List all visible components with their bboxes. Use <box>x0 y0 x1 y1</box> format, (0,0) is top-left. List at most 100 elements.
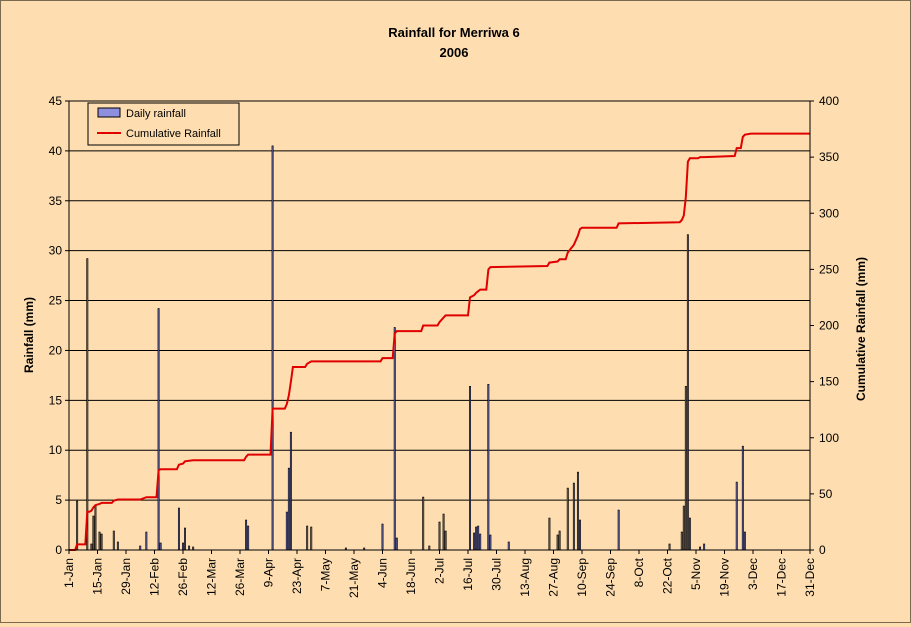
x-tick-label: 1-Jan <box>62 558 76 588</box>
x-tick-label: 30-Jul <box>490 558 504 591</box>
rainfall-bar <box>444 530 447 551</box>
rainfall-bar <box>310 526 313 551</box>
rainfall-bar <box>182 542 184 551</box>
x-tick-label: 29-Jan <box>119 558 133 595</box>
cumulative-rainfall-line <box>69 132 810 551</box>
y-tick-label: 10 <box>49 443 63 457</box>
rainfall-bar <box>741 445 744 551</box>
rainfall-bar <box>145 531 148 551</box>
x-tick-label: 22-Oct <box>661 557 675 594</box>
rainfall-bar <box>686 234 689 551</box>
rainfall-bar <box>159 542 162 551</box>
x-tick-label: 8-Oct <box>632 557 646 587</box>
y2-tick-label: 100 <box>819 431 839 445</box>
chart-subtitle: 2006 <box>440 45 469 60</box>
rainfall-bar <box>489 534 492 551</box>
rainfall-bar <box>579 519 581 551</box>
rainfall-bar <box>479 533 482 551</box>
x-tick-label: 13-Aug <box>518 558 532 597</box>
rainfall-bar <box>576 471 579 551</box>
y2-tick-label: 200 <box>819 319 839 333</box>
x-tick-label: 7-May <box>319 558 333 591</box>
x-tick-label: 5-Nov <box>689 558 703 590</box>
rainfall-bar <box>688 517 691 551</box>
rainfall-bar <box>395 537 398 551</box>
rainfall-bar <box>558 530 561 551</box>
cumulative-rainfall-path <box>69 132 810 551</box>
y2-tick-label: 50 <box>819 487 833 501</box>
rainfall-bar <box>116 541 119 551</box>
x-tick-label: 3-Dec <box>746 558 760 590</box>
rainfall-bar <box>438 521 441 551</box>
x-tick-label: 17-Dec <box>775 558 789 597</box>
rainfall-bar <box>86 258 89 551</box>
legend-label-cumulative-rainfall: Cumulative Rainfall <box>126 128 221 140</box>
y-tick-label: 0 <box>55 543 62 557</box>
y-tick-label: 25 <box>49 294 63 308</box>
y-tick-label: 15 <box>49 393 63 407</box>
rainfall-bar <box>487 384 490 551</box>
x-tick-label: 16-Jul <box>461 558 475 591</box>
axes: 0 5 10 15 20 25 30 35 40 45 0 50 100 150 200 250 300 350 4… <box>49 94 840 598</box>
x-tick-label: 10-Sep <box>575 558 589 597</box>
y-tick-label: 40 <box>49 144 63 158</box>
rainfall-bar <box>393 327 396 551</box>
x-tick-label: 18-Jun <box>404 558 418 595</box>
rainfall-bar <box>469 386 471 551</box>
y-tick-label: 5 <box>55 493 62 507</box>
rainfall-bar <box>188 545 191 551</box>
rainfall-bar <box>247 525 250 551</box>
y-tick-label: 35 <box>49 194 63 208</box>
x-tick-label: 9-Apr <box>262 558 276 587</box>
x-tick-label: 19-Nov <box>718 558 732 597</box>
legend-swatch-daily-rainfall <box>97 107 121 118</box>
y2-axis-title: Cumulative Rainfall (mm) <box>854 257 868 401</box>
x-tick-label: 12-Mar <box>205 558 219 596</box>
y2-tick-label: 150 <box>819 375 839 389</box>
x-tick-label: 21-May <box>347 558 361 598</box>
rainfall-bar <box>475 526 478 551</box>
rainfall-bar <box>422 496 425 551</box>
gridlines <box>69 100 810 501</box>
legend: Daily rainfall Cumulative Rainfall <box>87 102 240 146</box>
rainfall-bar <box>92 515 95 551</box>
rainfall-bar <box>271 145 274 551</box>
y2-tick-label: 0 <box>819 543 826 557</box>
x-tick-label: 24-Sep <box>604 558 618 597</box>
x-tick-label: 23-Apr <box>290 558 304 594</box>
rainfall-bar <box>682 505 685 551</box>
rainfall-bar <box>90 543 93 551</box>
rainfall-bar <box>112 530 115 551</box>
rainfall-bar <box>306 525 309 551</box>
rainfall-bar <box>684 386 687 551</box>
rainfall-bar <box>617 509 620 551</box>
x-tick-label: 12-Feb <box>148 558 162 596</box>
y2-tick-label: 400 <box>819 94 839 108</box>
rainfall-bar <box>473 532 476 551</box>
rainfall-bar <box>703 543 706 551</box>
y-tick-label: 20 <box>49 343 63 357</box>
rainfall-bar <box>566 487 569 551</box>
rainfall-bar <box>381 523 384 551</box>
y-tick-label: 30 <box>49 244 63 258</box>
x-tick-label: 26-Mar <box>233 558 247 596</box>
y2-tick-label: 350 <box>819 150 839 164</box>
rainfall-bar <box>289 431 292 551</box>
rainfall-bar <box>548 517 551 551</box>
rainfall-bar <box>743 531 746 551</box>
rainfall-bar <box>100 533 103 551</box>
rainfall-bar <box>157 308 160 551</box>
x-tick-label: 31-Dec <box>803 558 817 597</box>
rainfall-bar <box>507 541 510 551</box>
rainfall-bar <box>477 525 480 551</box>
rainfall-bar <box>428 545 431 551</box>
rainfall-bar <box>442 513 445 551</box>
rainfall-bar <box>287 467 290 551</box>
rainfall-bar <box>572 482 575 551</box>
rainfall-bar <box>735 481 738 551</box>
rainfall-bar <box>285 511 288 551</box>
rainfall-bar <box>184 527 186 551</box>
rainfall-bar <box>177 507 180 551</box>
